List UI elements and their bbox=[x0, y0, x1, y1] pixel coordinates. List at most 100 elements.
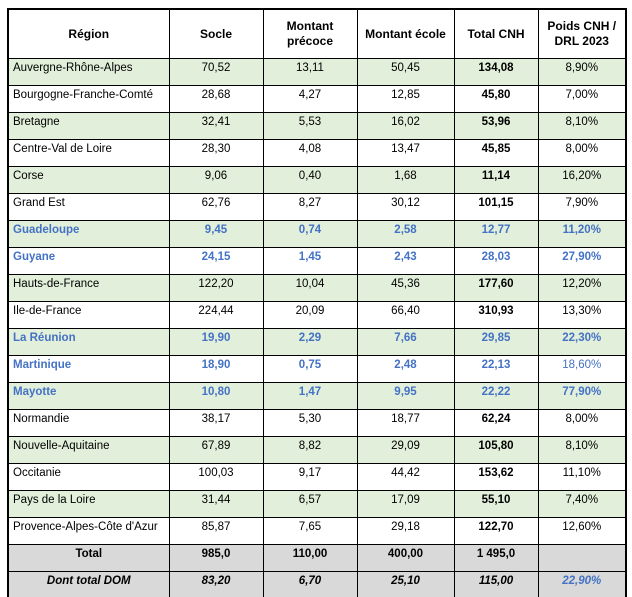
cell-socle: 70,52 bbox=[168, 58, 264, 86]
cell-poids: 8,00% bbox=[537, 139, 627, 167]
cell-region: Dont total DOM bbox=[7, 571, 170, 597]
cell-total-cnh: 45,80 bbox=[453, 85, 539, 113]
cell-montant-precoce: 2,29 bbox=[262, 328, 358, 356]
cell-montant-ecole: 30,12 bbox=[356, 193, 455, 221]
cell-montant-ecole: 18,77 bbox=[356, 409, 455, 437]
cell-montant-precoce: 5,53 bbox=[262, 112, 358, 140]
cell-total-cnh: 28,03 bbox=[453, 247, 539, 275]
cell-region: Mayotte bbox=[7, 382, 170, 410]
cell-region: Guadeloupe bbox=[7, 220, 170, 248]
cell-socle: 83,20 bbox=[168, 571, 264, 597]
cell-poids: 8,10% bbox=[537, 436, 627, 464]
cell-montant-precoce: 1,47 bbox=[262, 382, 358, 410]
header-poids-cnh-drl: Poids CNH / DRL 2023 bbox=[537, 8, 627, 59]
cell-montant-ecole: 12,85 bbox=[356, 85, 455, 113]
cell-poids: 77,90% bbox=[537, 382, 627, 410]
table-row: Nouvelle-Aquitaine 67,89 8,82 29,09 105,80 8,… bbox=[7, 436, 627, 464]
cell-poids: 7,00% bbox=[537, 85, 627, 113]
cell-region: Total bbox=[7, 544, 170, 572]
header-total-cnh: Total CNH bbox=[453, 8, 539, 59]
cell-region: Centre-Val de Loire bbox=[7, 139, 170, 167]
table-row: La Réunion 19,90 2,29 7,66 29,85 22,30% bbox=[7, 328, 627, 356]
cell-socle: 85,87 bbox=[168, 517, 264, 545]
table-row: Guadeloupe 9,45 0,74 2,58 12,77 11,20% bbox=[7, 220, 627, 248]
cell-montant-precoce: 4,08 bbox=[262, 139, 358, 167]
header-region: Région bbox=[7, 8, 170, 59]
cell-region: Auvergne-Rhône-Alpes bbox=[7, 58, 170, 86]
cell-socle: 38,17 bbox=[168, 409, 264, 437]
table-row: Dont total DOM 83,20 6,70 25,10 115,00 22,90% bbox=[7, 571, 627, 597]
cell-total-cnh: 62,24 bbox=[453, 409, 539, 437]
cell-total-cnh: 177,60 bbox=[453, 274, 539, 302]
header-row: Région Socle Montant précoce Montant éco… bbox=[7, 8, 627, 59]
cell-poids: 27,90% bbox=[537, 247, 627, 275]
cell-region: Nouvelle-Aquitaine bbox=[7, 436, 170, 464]
table-row: Mayotte 10,80 1,47 9,95 22,22 77,90% bbox=[7, 382, 627, 410]
cell-region: Pays de la Loire bbox=[7, 490, 170, 518]
cell-socle: 9,45 bbox=[168, 220, 264, 248]
cell-montant-precoce: 10,04 bbox=[262, 274, 358, 302]
cell-poids: 7,40% bbox=[537, 490, 627, 518]
cell-region: Martinique bbox=[7, 355, 170, 383]
table-row: Occitanie 100,03 9,17 44,42 153,62 11,10% bbox=[7, 463, 627, 491]
cell-region: Bretagne bbox=[7, 112, 170, 140]
cell-montant-ecole: 2,48 bbox=[356, 355, 455, 383]
cell-montant-precoce: 8,82 bbox=[262, 436, 358, 464]
cell-poids: 8,10% bbox=[537, 112, 627, 140]
cell-montant-precoce: 8,27 bbox=[262, 193, 358, 221]
cell-montant-ecole: 9,95 bbox=[356, 382, 455, 410]
table-body: Auvergne-Rhône-Alpes 70,52 13,11 50,45 134,0… bbox=[7, 58, 627, 597]
cell-montant-precoce: 1,45 bbox=[262, 247, 358, 275]
cell-socle: 62,76 bbox=[168, 193, 264, 221]
cell-socle: 100,03 bbox=[168, 463, 264, 491]
cell-region: Hauts-de-France bbox=[7, 274, 170, 302]
cell-socle: 9,06 bbox=[168, 166, 264, 194]
cell-montant-precoce: 6,57 bbox=[262, 490, 358, 518]
cell-poids: 16,20% bbox=[537, 166, 627, 194]
cell-montant-ecole: 29,09 bbox=[356, 436, 455, 464]
cell-region: Guyane bbox=[7, 247, 170, 275]
cell-montant-precoce: 13,11 bbox=[262, 58, 358, 86]
cell-montant-ecole: 17,09 bbox=[356, 490, 455, 518]
cell-socle: 31,44 bbox=[168, 490, 264, 518]
cell-poids: 8,00% bbox=[537, 409, 627, 437]
cell-poids bbox=[537, 544, 627, 572]
cell-montant-ecole: 1,68 bbox=[356, 166, 455, 194]
table-header: Région Socle Montant précoce Montant éco… bbox=[7, 8, 627, 59]
cell-socle: 32,41 bbox=[168, 112, 264, 140]
cnh-allocation-table: Région Socle Montant précoce Montant éco… bbox=[7, 8, 627, 597]
cell-total-cnh: 310,93 bbox=[453, 301, 539, 329]
cell-socle: 18,90 bbox=[168, 355, 264, 383]
cell-total-cnh: 12,77 bbox=[453, 220, 539, 248]
cell-montant-ecole: 25,10 bbox=[356, 571, 455, 597]
cell-total-cnh: 115,00 bbox=[453, 571, 539, 597]
cell-montant-precoce: 0,75 bbox=[262, 355, 358, 383]
cell-montant-precoce: 20,09 bbox=[262, 301, 358, 329]
header-montant-precoce: Montant précoce bbox=[262, 8, 358, 59]
cell-total-cnh: 101,15 bbox=[453, 193, 539, 221]
cell-montant-ecole: 16,02 bbox=[356, 112, 455, 140]
cell-poids: 12,60% bbox=[537, 517, 627, 545]
table-row: Bourgogne-Franche-Comté 28,68 4,27 12,85 45,… bbox=[7, 85, 627, 113]
cell-total-cnh: 55,10 bbox=[453, 490, 539, 518]
cell-total-cnh: 105,80 bbox=[453, 436, 539, 464]
cell-socle: 224,44 bbox=[168, 301, 264, 329]
cell-montant-ecole: 2,58 bbox=[356, 220, 455, 248]
cell-region: Grand Est bbox=[7, 193, 170, 221]
cell-socle: 985,0 bbox=[168, 544, 264, 572]
cell-montant-ecole: 2,43 bbox=[356, 247, 455, 275]
cell-total-cnh: 134,08 bbox=[453, 58, 539, 86]
cell-poids: 11,10% bbox=[537, 463, 627, 491]
table-row: Ile-de-France 224,44 20,09 66,40 310,93 13,30… bbox=[7, 301, 627, 329]
table-row: Provence-Alpes-Côte d'Azur 85,87 7,65 29,18… bbox=[7, 517, 627, 545]
cell-region: La Réunion bbox=[7, 328, 170, 356]
table-row: Martinique 18,90 0,75 2,48 22,13 18,60% bbox=[7, 355, 627, 383]
table-row: Total 985,0 110,00 400,00 1 495,0 bbox=[7, 544, 627, 572]
cell-total-cnh: 53,96 bbox=[453, 112, 539, 140]
cell-montant-ecole: 44,42 bbox=[356, 463, 455, 491]
cell-poids: 18,60% bbox=[537, 355, 627, 383]
cell-montant-ecole: 400,00 bbox=[356, 544, 455, 572]
cell-total-cnh: 22,13 bbox=[453, 355, 539, 383]
cell-region: Corse bbox=[7, 166, 170, 194]
